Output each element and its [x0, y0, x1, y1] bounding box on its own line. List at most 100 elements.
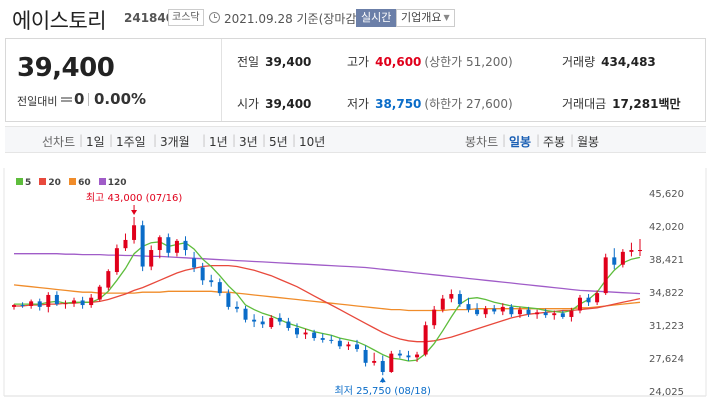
candle-body [234, 306, 239, 309]
chevron-down-icon: ▼ [443, 13, 450, 22]
candle-body [54, 294, 59, 305]
y-tick-label: 24,025 [649, 387, 684, 398]
high-stat: 고가 40,600 (상한가 51,200) [347, 53, 513, 70]
candle-body [260, 321, 265, 325]
candle-weekly[interactable]: 주봉 [543, 135, 566, 149]
candle-body [346, 344, 351, 347]
candle-body [535, 312, 540, 315]
legend-swatch [69, 178, 77, 185]
arrow-up-icon [379, 377, 386, 383]
legend-label: 5 [25, 178, 32, 188]
company-overview-button[interactable]: 기업개요 ▼ [396, 9, 455, 27]
candle-body [269, 317, 274, 328]
candle-body [29, 301, 34, 306]
candle-body [46, 294, 51, 307]
candle-body [355, 344, 360, 350]
high-label: 고가 [347, 55, 370, 69]
candle-body [612, 257, 617, 265]
prev-close-stat: 전일 39,400 [237, 53, 311, 70]
candle-monthly[interactable]: 월봉 [577, 135, 600, 149]
candle-body [595, 293, 600, 303]
open-value: 39,400 [265, 97, 312, 111]
candle-body [569, 310, 574, 317]
separator: | [109, 133, 114, 147]
prev-close-value: 39,400 [265, 55, 312, 69]
quote-panel: 39,400 전일대비 0 0.00% 전일 39,400 고가 40,600 (상한… [5, 38, 706, 122]
realtime-button[interactable]: 실시간 [356, 9, 397, 27]
candle-body [149, 250, 154, 267]
upper-limit: (상한가 51,200) [424, 55, 513, 69]
candle-body [620, 251, 625, 265]
amount-unit: 백만 [658, 97, 681, 111]
chart-grid [3, 168, 707, 397]
separator: | [262, 133, 267, 147]
y-tick-label: 42,020 [649, 222, 684, 233]
stock-header: 에이스토리 241840 코스닥 2021.09.28 기준(장마감) 실시간 … [0, 0, 711, 34]
y-tick-label: 34,822 [649, 288, 684, 299]
candlesticks [12, 217, 642, 376]
candle-body [286, 321, 291, 328]
candle-body [337, 340, 342, 347]
candle-body [500, 306, 505, 312]
separator: | [292, 133, 297, 147]
y-tick-label: 27,624 [649, 354, 684, 365]
candle-body [483, 308, 488, 315]
chart-legend: 5 20 60 120 [16, 178, 132, 188]
candle-body [363, 349, 368, 363]
change-label: 전일대비 [17, 95, 58, 108]
change-value: 0 [74, 90, 85, 108]
period-3y[interactable]: 3년 [239, 135, 258, 149]
separator: | [502, 133, 507, 147]
arrow-down-icon [131, 210, 138, 216]
candle-body [517, 309, 522, 315]
chart-annotations: 최고 43,000 (07/16) 최저 25,750 (08/18) [86, 192, 431, 397]
period-1w[interactable]: 1주일 [116, 135, 146, 149]
amount-label: 거래대금 [562, 97, 607, 111]
change-rate: 0.00% [94, 90, 147, 108]
candle-body [432, 309, 437, 326]
candle-chart-caption: 봉차트 [465, 135, 499, 149]
candle-body [312, 332, 317, 339]
candle-body [586, 297, 591, 303]
current-price: 39,400 [17, 53, 115, 83]
candle-body [397, 353, 402, 356]
candle-body [389, 353, 394, 372]
stock-name[interactable]: 에이스토리 [12, 9, 107, 33]
candle-body [380, 360, 385, 372]
period-3m[interactable]: 3개월 [160, 135, 190, 149]
period-1d[interactable]: 1일 [86, 135, 105, 149]
candle-body [157, 237, 162, 251]
candle-body [80, 300, 85, 306]
candle-body [294, 327, 299, 335]
legend-ma20: 20 [39, 178, 61, 188]
legend-ma60: 60 [69, 178, 91, 188]
candle-body [97, 286, 102, 300]
volume-label: 거래량 [562, 55, 596, 69]
candle-body [406, 355, 411, 358]
candle-body [603, 257, 608, 294]
candle-body [200, 267, 205, 281]
period-5y[interactable]: 5년 [269, 135, 288, 149]
low-label: 저가 [347, 97, 370, 111]
period-10y[interactable]: 10년 [299, 135, 326, 149]
candle-body [449, 294, 454, 299]
candle-daily[interactable]: 일봉 [509, 135, 532, 149]
legend-swatch [16, 178, 23, 185]
candle-body [509, 306, 514, 315]
legend-ma5: 5 [16, 178, 31, 188]
candle-body [415, 354, 420, 358]
candle-body [226, 293, 231, 307]
y-tick-label: 45,620 [649, 189, 684, 200]
volume-value: 434,483 [601, 55, 656, 69]
candle-body [303, 332, 308, 335]
company-overview-label: 기업개요 [401, 11, 442, 24]
stock-code: 241840 [124, 11, 175, 25]
candle-body [466, 304, 471, 310]
lower-limit: (하한가 27,600) [424, 97, 513, 111]
y-axis: 45,620 42,020 38,421 34,822 31,223 27,624 24,0… [649, 189, 684, 398]
period-1y[interactable]: 1년 [209, 135, 228, 149]
legend-ma120: 120 [98, 178, 127, 188]
candle-body [72, 300, 77, 304]
base-date: 2021.09.28 기준(장마감) [224, 12, 362, 26]
